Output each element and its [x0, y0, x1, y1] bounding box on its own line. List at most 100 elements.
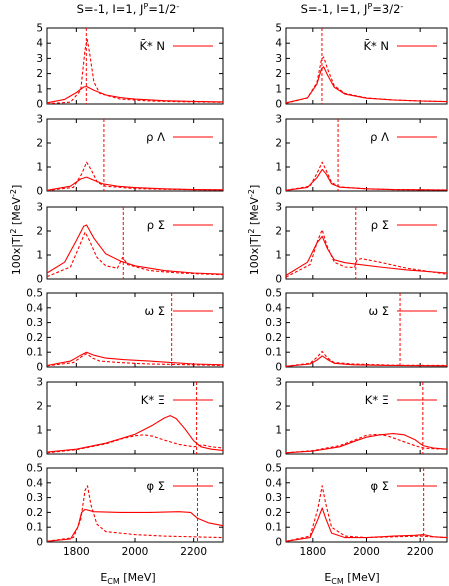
y-tick-label: 0.2	[26, 507, 43, 519]
panel-r1c1: 0 1 2 3 4 5 K̄* N	[36, 23, 224, 111]
y-tick-label: 0	[36, 274, 43, 286]
panel-r5c2: 0 1 2 3 K* Ξ	[275, 377, 448, 461]
y-tick-label: 0	[36, 99, 43, 111]
y-tick-label: 0.1	[265, 522, 282, 534]
y-tick-label: 2	[275, 138, 282, 150]
y-tick-label: 1	[275, 83, 282, 95]
panel-frame	[46, 27, 224, 105]
y-tick-label: 0.5	[26, 463, 43, 475]
y-tick-label: 0.4	[265, 477, 282, 489]
y-tick-label: 2	[36, 226, 43, 238]
series-solid	[285, 355, 448, 367]
y-tick-label: 0	[36, 186, 43, 198]
y-tick-label: 5	[36, 23, 43, 35]
y-tick-label: 0.3	[265, 492, 282, 504]
y-tick-label: 0.5	[265, 288, 282, 300]
legend-label: ρ Σ	[147, 218, 165, 232]
legend-label: K̄* N	[139, 39, 165, 53]
series-dashed	[46, 353, 224, 367]
panel-r4c1: 0 0.1 0.2 0.3 0.4 0.5 ω Σ	[26, 288, 224, 374]
panel-frame	[285, 206, 448, 280]
legend-label: K̄* N	[363, 39, 389, 53]
series-solid	[285, 168, 448, 191]
series-solid	[285, 66, 448, 104]
column-title-right: S=-1, I=1, JP=3/2-	[301, 2, 404, 16]
legend-label: K* Ξ	[141, 393, 165, 407]
panel-r1c2: 0 1 2 3 4 5 K̄* N	[275, 23, 448, 111]
x-axis-label-right: ECM [MeV]	[324, 571, 379, 586]
panel-frame	[46, 292, 224, 368]
y-tick-label: 1	[36, 250, 43, 262]
y-tick-label: 0.4	[26, 302, 43, 314]
y-tick-label: 3	[275, 114, 282, 126]
panel-r3c1: 0 1 2 3 ρ Σ	[36, 202, 224, 286]
series-dashed	[285, 485, 448, 542]
y-tick-label: 0.4	[265, 302, 282, 314]
series-dashed	[285, 350, 448, 367]
y-tick-label: 1	[36, 83, 43, 95]
y-tick-label: 1	[275, 425, 282, 437]
legend-label: ρ Σ	[371, 218, 389, 232]
y-tick-label: 0.1	[265, 347, 282, 359]
panel-frame	[46, 206, 224, 280]
x-tick-label: 1800	[63, 546, 90, 558]
y-axis-label-left: 100x|T|2 [MeV-2]	[9, 185, 23, 276]
series-dashed	[46, 485, 224, 542]
y-tick-label: 3	[36, 53, 43, 65]
y-tick-label: 2	[275, 68, 282, 80]
series-solid	[285, 235, 448, 276]
column-title-left: S=-1, I=1, JP=1/2-	[77, 2, 180, 16]
panel-frame	[285, 292, 448, 368]
legend-label: K* Ξ	[365, 393, 389, 407]
y-tick-label: 1	[275, 250, 282, 262]
y-tick-label: 0.2	[26, 332, 43, 344]
y-tick-label: 0.3	[265, 317, 282, 329]
legend-label: φ Σ	[370, 479, 389, 493]
y-tick-label: 0.4	[26, 477, 43, 489]
y-tick-label: 3	[275, 377, 282, 389]
series-dashed	[46, 434, 224, 454]
y-tick-label: 0.1	[26, 347, 43, 359]
y-tick-label: 0.2	[265, 332, 282, 344]
series-dashed	[285, 229, 448, 278]
x-tick-label: 2000	[353, 546, 380, 558]
panel-frame	[285, 467, 448, 543]
panel-r3c2: 0 1 2 3 ρ Σ	[275, 202, 448, 286]
panel-r4c2: 0 0.1 0.2 0.3 0.4 0.5 ω Σ	[265, 288, 448, 374]
y-tick-label: 2	[275, 226, 282, 238]
legend-label: ω Σ	[144, 304, 165, 318]
y-tick-label: 0	[275, 362, 282, 374]
y-tick-label: 0	[275, 99, 282, 111]
x-tick-label: 1800	[299, 546, 326, 558]
y-tick-label: 0.3	[26, 317, 43, 329]
panel-r5c1: 0 1 2 3 K* Ξ	[36, 377, 224, 461]
y-tick-label: 0	[275, 537, 282, 549]
y-tick-label: 0	[36, 449, 43, 461]
panels-group: 0 1 2 3 4 5 K̄* N 0 1 2 3 4 5 K̄* N 0 1 2 3 ρ Λ 0 1 2 3 ρ Λ 0 1 2 3…	[26, 23, 448, 558]
series-solid	[285, 433, 448, 454]
y-tick-label: 2	[36, 401, 43, 413]
series-solid	[46, 224, 224, 275]
y-tick-label: 0	[275, 449, 282, 461]
y-tick-label: 2	[36, 138, 43, 150]
legend-label: ω Σ	[368, 304, 389, 318]
series-solid	[285, 507, 448, 542]
y-tick-label: 0.1	[26, 522, 43, 534]
y-tick-label: 3	[275, 202, 282, 214]
y-tick-label: 0	[36, 362, 43, 374]
legend-label: ρ Λ	[146, 130, 165, 144]
y-axis-label-right: 100x|T|2 [MeV-2]	[247, 185, 261, 276]
y-tick-label: 1	[36, 162, 43, 174]
panel-r2c2: 0 1 2 3 ρ Λ	[275, 114, 448, 198]
y-tick-label: 3	[36, 377, 43, 389]
legend-label: ρ Λ	[370, 130, 389, 144]
x-tick-label: 2200	[407, 546, 434, 558]
series-solid	[46, 415, 224, 453]
y-tick-label: 0.3	[26, 492, 43, 504]
y-tick-label: 3	[36, 114, 43, 126]
panel-frame	[285, 118, 448, 192]
x-axis-label-left: ECM [MeV]	[100, 571, 155, 586]
y-tick-label: 4	[36, 38, 43, 50]
series-dashed	[285, 56, 448, 104]
